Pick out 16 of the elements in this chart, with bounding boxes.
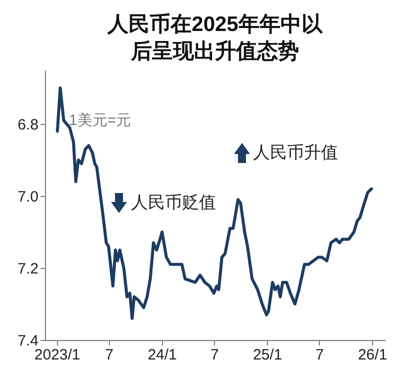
x-tick-label: 26/1 <box>358 346 388 364</box>
y-tick-label: 7.2 <box>18 260 38 278</box>
x-tick-label: 7 <box>210 346 219 364</box>
x-tick-label: 24/1 <box>148 346 177 364</box>
x-tick-label: 2023/1 <box>34 346 80 364</box>
y-tick-label: 6.8 <box>18 116 38 134</box>
y-tick-label: 7.0 <box>18 188 38 206</box>
chart-title: 人民币在2025年年中以后呈现出升值态势 <box>106 13 324 63</box>
annotation: 人民币贬值 <box>131 193 216 212</box>
annotation: 1美元=元 <box>69 112 132 129</box>
line-series <box>56 86 373 320</box>
x-tick-label: 25/1 <box>252 346 282 364</box>
x-tick-label: 7 <box>105 346 114 364</box>
x-tick-label: 7 <box>315 346 324 364</box>
annotation: 人民币升值 <box>253 143 338 162</box>
y-tick-label: 7.4 <box>18 332 38 350</box>
